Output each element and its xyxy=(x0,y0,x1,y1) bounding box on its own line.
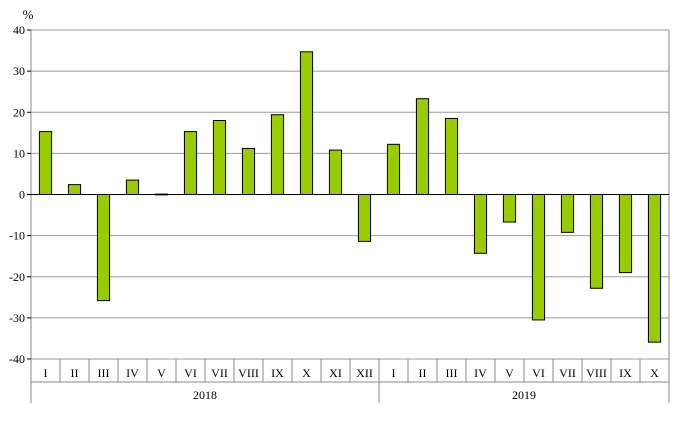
x-tick-label: IX xyxy=(271,366,284,380)
bar-v-2018 xyxy=(154,193,169,196)
x-tick-label: XII xyxy=(356,366,373,380)
year-label-2019: 2019 xyxy=(512,388,536,402)
bar-vii-2019 xyxy=(560,194,575,233)
year-label-2018: 2018 xyxy=(193,388,217,402)
bar-ix-2018 xyxy=(270,114,285,195)
x-tick-label: III xyxy=(446,366,458,380)
bar-i-2018 xyxy=(38,131,53,195)
bar-viii-2018 xyxy=(241,147,256,196)
bar-ii-2019 xyxy=(415,98,430,195)
y-tick-label: 30 xyxy=(13,64,25,78)
x-tick-label: IV xyxy=(474,366,487,380)
y-tick-label: 10 xyxy=(13,146,25,160)
y-tick-label: 0 xyxy=(19,188,25,202)
bar-i-2019 xyxy=(386,143,401,195)
bar-v-2019 xyxy=(502,194,517,223)
bar-iii-2018 xyxy=(96,194,111,302)
bar-vi-2019 xyxy=(531,194,546,321)
x-tick-label: VIII xyxy=(238,366,259,380)
x-tick-label: V xyxy=(505,366,514,380)
y-tick-label: -30 xyxy=(9,311,25,325)
x-tick-label: VII xyxy=(211,366,228,380)
y-tick-label: -40 xyxy=(9,352,25,366)
bars xyxy=(38,51,662,343)
y-tick-label: 40 xyxy=(13,23,25,37)
bar-vii-2018 xyxy=(212,119,227,195)
bar-viii-2019 xyxy=(589,194,604,289)
x-tick-label: IV xyxy=(126,366,139,380)
y-tick-label: -20 xyxy=(9,270,25,284)
bar-ix-2019 xyxy=(618,194,633,274)
x-tick-label: VII xyxy=(559,366,576,380)
y-tick-label: -10 xyxy=(9,229,25,243)
y-tick-label: 20 xyxy=(13,105,25,119)
bar-xii-2018 xyxy=(357,194,372,242)
x-tick-label: I xyxy=(44,366,48,380)
bar-x-2019 xyxy=(647,194,662,343)
x-tick-label: VI xyxy=(532,366,545,380)
x-tick-label: X xyxy=(302,366,311,380)
x-tick-label: IX xyxy=(619,366,632,380)
x-tick-label: III xyxy=(98,366,110,380)
bar-iv-2019 xyxy=(473,194,488,254)
x-tick-label: II xyxy=(71,366,79,380)
x-tick-label: V xyxy=(157,366,166,380)
x-tick-label: VI xyxy=(184,366,197,380)
x-tick-label: I xyxy=(392,366,396,380)
bar-x-2018 xyxy=(299,51,314,195)
x-tick-label: VIII xyxy=(586,366,607,380)
x-tick-label: X xyxy=(650,366,659,380)
bar-xi-2018 xyxy=(328,149,343,196)
y-unit-label: % xyxy=(23,7,34,22)
x-tick-label: II xyxy=(419,366,427,380)
bar-iii-2019 xyxy=(444,117,459,195)
bar-iv-2018 xyxy=(125,179,140,195)
bar-vi-2018 xyxy=(183,131,198,195)
bar-ii-2018 xyxy=(67,184,82,196)
x-tick-label: XI xyxy=(329,366,342,380)
